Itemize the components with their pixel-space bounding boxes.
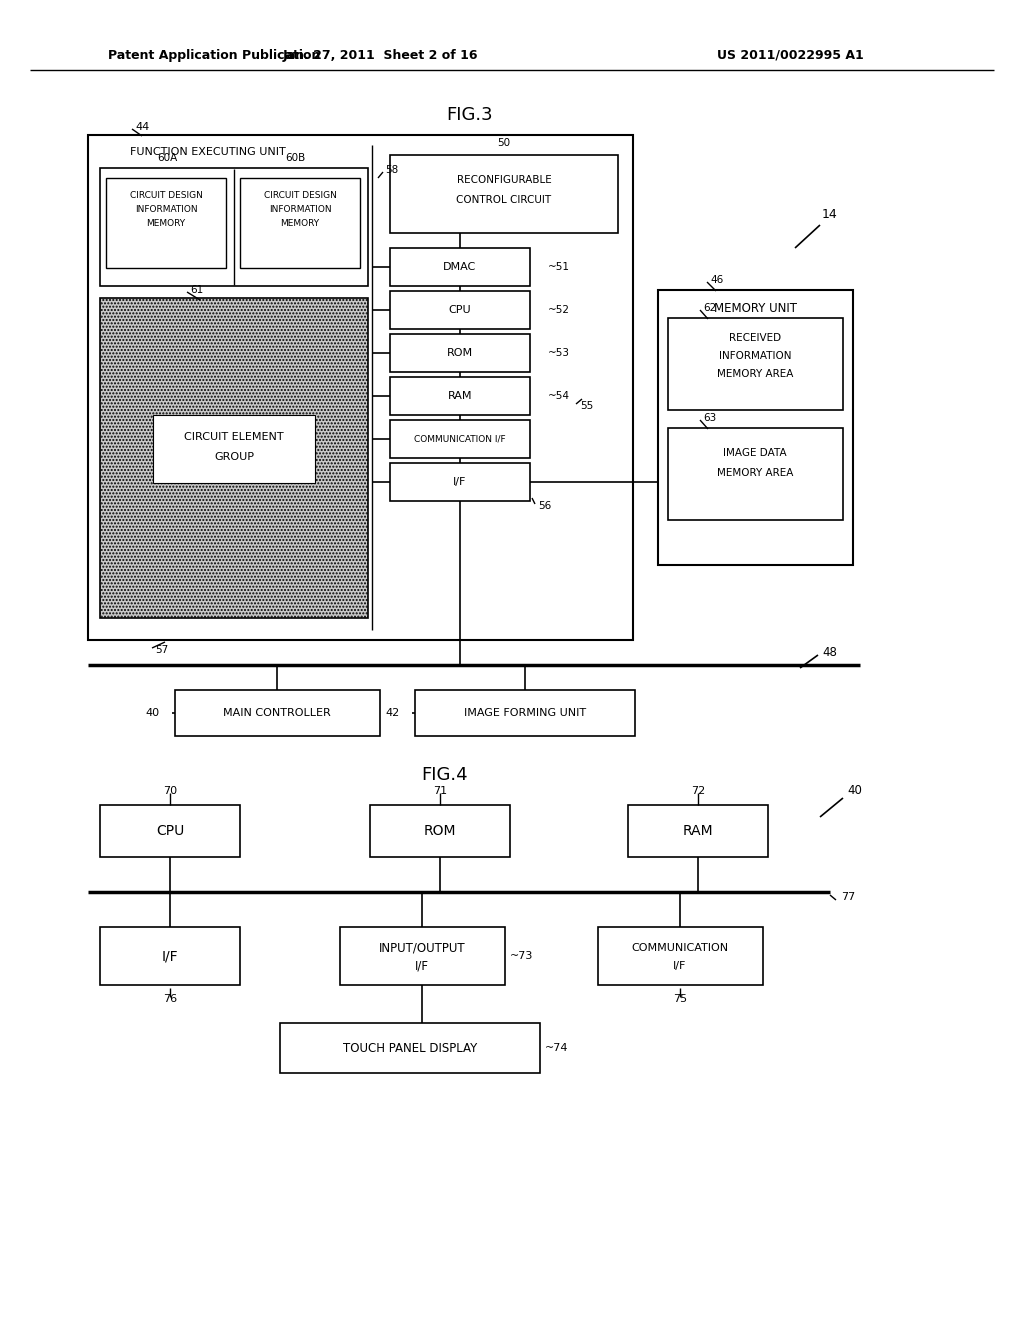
Text: I/F: I/F xyxy=(415,960,429,973)
Text: 57: 57 xyxy=(155,645,168,655)
Bar xyxy=(175,690,380,737)
Bar xyxy=(100,298,368,618)
Text: IMAGE FORMING UNIT: IMAGE FORMING UNIT xyxy=(464,708,586,718)
Text: ROM: ROM xyxy=(446,348,473,358)
Text: CPU: CPU xyxy=(449,305,471,315)
Text: 14: 14 xyxy=(822,209,838,222)
Text: 60B: 60B xyxy=(285,153,305,162)
Text: MEMORY: MEMORY xyxy=(281,219,319,228)
Bar xyxy=(240,178,360,268)
Text: IMAGE DATA: IMAGE DATA xyxy=(723,447,786,458)
Text: CIRCUIT DESIGN: CIRCUIT DESIGN xyxy=(130,191,203,201)
Text: 44: 44 xyxy=(135,121,150,132)
Bar xyxy=(370,805,510,857)
Text: 62: 62 xyxy=(703,304,716,313)
Text: ~74: ~74 xyxy=(545,1043,568,1053)
Text: ~54: ~54 xyxy=(548,391,570,401)
Text: RECEIVED: RECEIVED xyxy=(729,333,781,343)
Text: FIG.4: FIG.4 xyxy=(422,766,468,784)
Text: I/F: I/F xyxy=(162,949,178,964)
Bar xyxy=(390,248,530,286)
Bar xyxy=(668,318,843,411)
Text: ~51: ~51 xyxy=(548,261,570,272)
Text: INFORMATION: INFORMATION xyxy=(135,206,198,214)
Bar xyxy=(106,178,226,268)
Bar xyxy=(100,927,240,985)
Text: FUNCTION EXECUTING UNIT: FUNCTION EXECUTING UNIT xyxy=(130,147,286,157)
Text: 46: 46 xyxy=(710,275,723,285)
Bar xyxy=(390,334,530,372)
Bar xyxy=(153,414,315,483)
Text: GROUP: GROUP xyxy=(214,451,254,462)
Text: 61: 61 xyxy=(190,285,203,294)
Bar xyxy=(598,927,763,985)
Text: CIRCUIT DESIGN: CIRCUIT DESIGN xyxy=(263,191,337,201)
Text: 40: 40 xyxy=(848,784,862,796)
Text: Jan. 27, 2011  Sheet 2 of 16: Jan. 27, 2011 Sheet 2 of 16 xyxy=(283,49,478,62)
Bar xyxy=(100,805,240,857)
Text: CPU: CPU xyxy=(156,824,184,838)
Bar xyxy=(668,428,843,520)
Text: 40: 40 xyxy=(145,708,160,718)
Text: MAIN CONTROLLER: MAIN CONTROLLER xyxy=(223,708,331,718)
Text: 70: 70 xyxy=(163,785,177,796)
Text: 71: 71 xyxy=(433,785,447,796)
Text: ~52: ~52 xyxy=(548,305,570,315)
Text: RECONFIGURABLE: RECONFIGURABLE xyxy=(457,176,551,185)
Bar xyxy=(100,168,368,286)
Text: ~53: ~53 xyxy=(548,348,570,358)
Bar xyxy=(415,690,635,737)
Text: COMMUNICATION I/F: COMMUNICATION I/F xyxy=(414,434,506,444)
Bar xyxy=(340,927,505,985)
Text: CIRCUIT ELEMENT: CIRCUIT ELEMENT xyxy=(184,432,284,442)
Bar xyxy=(390,378,530,414)
Text: 50: 50 xyxy=(498,139,511,148)
Bar xyxy=(390,420,530,458)
Bar xyxy=(88,135,633,640)
Text: 42: 42 xyxy=(386,708,400,718)
Text: CONTROL CIRCUIT: CONTROL CIRCUIT xyxy=(457,195,552,205)
Text: 75: 75 xyxy=(673,994,687,1005)
Text: MEMORY AREA: MEMORY AREA xyxy=(717,370,794,379)
Text: ROM: ROM xyxy=(424,824,457,838)
Text: 58: 58 xyxy=(385,165,398,176)
Text: I/F: I/F xyxy=(454,477,467,487)
Text: 72: 72 xyxy=(691,785,706,796)
Text: INPUT/OUTPUT: INPUT/OUTPUT xyxy=(379,941,465,954)
Text: MEMORY: MEMORY xyxy=(146,219,185,228)
Text: I/F: I/F xyxy=(674,961,687,972)
Text: 76: 76 xyxy=(163,994,177,1005)
Text: FIG.3: FIG.3 xyxy=(446,106,494,124)
Text: INFORMATION: INFORMATION xyxy=(719,351,792,360)
Text: 60A: 60A xyxy=(157,153,177,162)
Text: COMMUNICATION: COMMUNICATION xyxy=(632,942,728,953)
Bar xyxy=(390,154,618,234)
Text: 55: 55 xyxy=(580,401,593,411)
Text: 77: 77 xyxy=(841,892,855,902)
Text: DMAC: DMAC xyxy=(443,261,476,272)
Bar xyxy=(628,805,768,857)
Bar xyxy=(390,463,530,502)
Text: TOUCH PANEL DISPLAY: TOUCH PANEL DISPLAY xyxy=(343,1041,477,1055)
Bar xyxy=(390,290,530,329)
Text: 48: 48 xyxy=(822,647,838,660)
Text: US 2011/0022995 A1: US 2011/0022995 A1 xyxy=(717,49,863,62)
Text: ~73: ~73 xyxy=(510,950,534,961)
Text: RAM: RAM xyxy=(683,824,714,838)
Text: INFORMATION: INFORMATION xyxy=(268,206,332,214)
Text: 63: 63 xyxy=(703,413,716,422)
Text: 56: 56 xyxy=(538,502,551,511)
Text: MEMORY AREA: MEMORY AREA xyxy=(717,469,794,478)
Text: MEMORY UNIT: MEMORY UNIT xyxy=(714,301,797,314)
Text: Patent Application Publication: Patent Application Publication xyxy=(108,49,321,62)
Bar xyxy=(280,1023,540,1073)
Text: RAM: RAM xyxy=(447,391,472,401)
Bar xyxy=(658,290,853,565)
